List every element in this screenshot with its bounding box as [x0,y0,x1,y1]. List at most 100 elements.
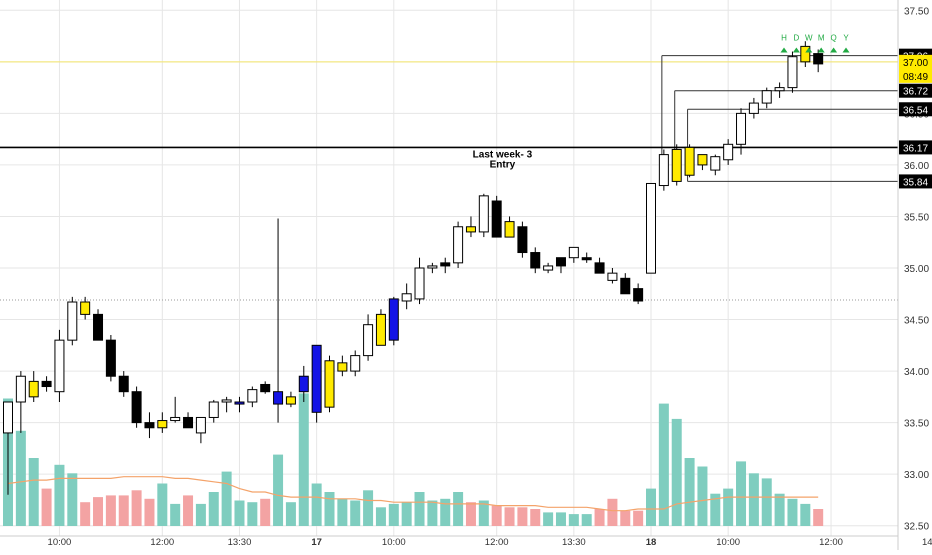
volume-bar [658,403,669,526]
candle-body [774,87,785,92]
flag-letter: Y [843,33,849,42]
volume-bar [633,510,644,526]
volume-bar [183,495,194,526]
current-price-tag [899,54,932,83]
volume-bar [363,490,374,526]
volume-bar [427,500,438,526]
volume-bar [414,492,425,526]
annotation-line-2: Entry [490,159,516,170]
volume-ma [7,476,819,512]
volume-bar [671,418,682,526]
price-tick-label: 35.00 [904,264,929,275]
candle-body [414,267,425,300]
volume-bar [324,492,335,526]
candle-body [568,246,579,259]
price-tick-label: 34.50 [904,316,929,327]
volume-bar [401,502,412,526]
candle-body [350,355,361,372]
candle-body [324,360,335,408]
volume-bar [646,488,656,526]
volume-bar [440,498,451,526]
volume-bar [260,498,271,526]
volume-bar [350,500,361,526]
volume-ma-line [7,476,819,512]
volume-bar [131,490,142,526]
candle-body [787,56,798,89]
candle-body [800,45,811,63]
volume-bar [118,495,129,526]
annotation-line-1: Last week- 3 [473,149,533,160]
volume-bar [594,509,605,526]
candle-body [478,195,489,233]
volume-bar [787,498,798,526]
time-tick-label: 10:00 [48,537,72,548]
volume-bar [581,514,592,526]
level-price-text: 35.84 [903,177,928,188]
price-axis[interactable]: 32.50 33.00 33.50 34.00 34.50 35.00 35.50 36.00… [897,0,932,550]
price-tick-label: 35.50 [904,212,929,223]
level-price-tag [899,174,932,189]
flag-arrow-icon [817,47,825,53]
time-tick-label: 10:00 [716,537,740,548]
volume-bar [478,500,489,526]
candle-body [273,391,284,405]
candles [3,41,824,495]
candle-body [401,293,412,302]
volume-bar [453,492,464,526]
candle-body [543,265,554,271]
candle-body [504,221,515,238]
time-axis[interactable]: 10:00 12:00 13:30 17 10:00 12:00 13:30 18 10:00 1… [0,535,932,548]
candle-body [440,262,451,267]
volume-bar [15,430,26,526]
candle-body [183,416,194,429]
price-tick-label: 32.50 [904,522,929,533]
candle-body [697,154,708,166]
volume-bars [3,393,824,526]
time-tick-label: 13:30 [562,537,586,548]
flag-letter: H [781,33,787,42]
volume-bar [105,495,116,526]
flag-letter: D [794,33,800,42]
candle-body [491,200,502,238]
volume-bar [761,478,772,526]
candle-body [453,226,464,264]
volume-bar [285,502,296,526]
candle-body [620,277,631,295]
candle-body [208,401,219,418]
volume-bar [697,466,708,526]
candle-body [221,399,232,403]
volume-bar [54,464,65,526]
flag-arrow-icon [780,47,788,53]
volume-bar [543,512,554,526]
candle-body [607,272,618,281]
candle-body [234,401,245,405]
volume-bar [298,393,309,526]
level-price-text: 36.17 [903,143,928,154]
volume-bar [800,503,811,526]
volume-bar [311,483,322,526]
candle-body [684,146,695,176]
time-tick-label: 17 [311,537,322,548]
candle-body [530,252,541,269]
candle-body [388,298,399,341]
volume-bar [813,509,824,526]
volume-bar [67,473,78,526]
candle-body [41,380,52,388]
grid [0,0,898,536]
level-price-text: 36.54 [903,105,928,116]
flag-letter: M [818,33,825,42]
level-price-tag [899,140,932,155]
candle-body [761,90,772,104]
candle-body [67,301,78,341]
candle-body [260,383,271,393]
candle-body [363,324,374,357]
candle-body [298,375,309,393]
volume-bar [273,454,284,526]
volume-bar [723,488,734,526]
volume-bar [491,505,502,526]
candle-body [157,420,168,429]
candle-body [465,226,476,233]
volume-bar [555,512,566,526]
